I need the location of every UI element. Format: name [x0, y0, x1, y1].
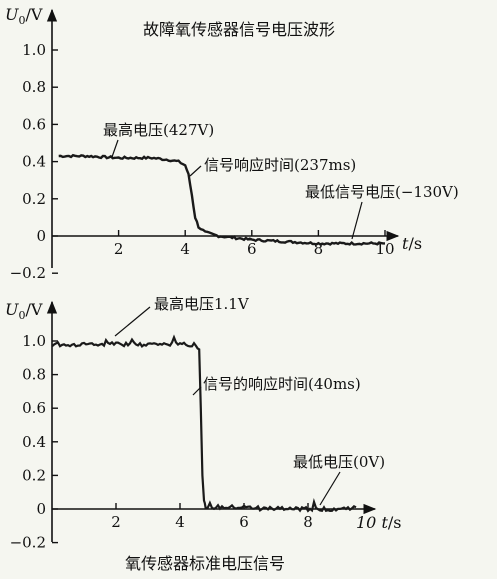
chart-2-annotation-response: 信号的响应时间(40ms): [203, 375, 361, 393]
chart-1-ytick-label: 0.2: [22, 190, 46, 208]
chart-1-xtick-label: 4: [180, 240, 190, 258]
chart-2-annotation-max: 最高电压1.1V: [154, 295, 250, 313]
chart-1-annotation-max: 最高电压(427V): [103, 121, 214, 139]
chart-2-annotation-min: 最低电压(0V): [293, 453, 385, 471]
chart-1-xlabel: t/s: [402, 234, 422, 253]
chart-2-xtick-label: 8: [303, 513, 313, 531]
chart-2-ytick-label: −0.2: [10, 534, 46, 552]
chart-1-title: 故障氧传感器信号电压波形: [143, 20, 335, 39]
chart-2-xtick-label: 6: [239, 513, 249, 531]
chart-1-ytick-label: 0.8: [22, 78, 46, 96]
chart-1-xtick-label: 6: [247, 240, 257, 258]
chart-1-ytick-label: 0.6: [22, 115, 46, 133]
chart-2-ylabel: U0/V: [5, 300, 43, 322]
chart-1-annotation-response-leader: [189, 165, 202, 177]
chart-1-ytick-label: 0.4: [22, 153, 46, 171]
chart-2-annotation-min-leader: [319, 471, 341, 506]
chart-2-xtick-label: 2: [111, 513, 121, 531]
chart-2-ytick-label: 0.6: [22, 399, 46, 417]
chart-2-ytick-label: 0.4: [22, 433, 46, 451]
chart-1-ytick-label: −0.2: [10, 264, 46, 282]
chart-2-ytick-label: 0: [36, 500, 46, 518]
chart-1-xtick-label: 2: [114, 240, 124, 258]
chart-2-ytick-label: 0.8: [22, 366, 46, 384]
chart-1-xtick-label: 8: [314, 240, 324, 258]
chart-2-annotation-max-leader: [114, 306, 151, 337]
chart-1-series-line: [58, 153, 385, 246]
chart-1-ytick-label: 1.0: [22, 41, 46, 59]
chart-2-ytick-label: 0.2: [22, 466, 46, 484]
chart-1: 故障氧传感器信号电压波形 U0/V 1.0 0.8 0.6 0.4 0.2 0 −0.2 2…: [5, 5, 459, 282]
chart-1-annotation-min: 最低信号电压(−130V): [305, 183, 459, 201]
chart-2: U0/V 1.0 0.8 0.6 0.4 0.2 0 −0.2 2 4 6 8 10 t/s 最高…: [5, 295, 401, 573]
chart-1-annotation-min-leader: [351, 201, 363, 240]
chart-1-ylabel: U0/V: [5, 5, 43, 27]
chart-1-ytick-label: 0: [36, 227, 46, 245]
chart-2-ytick-label: 1.0: [22, 332, 46, 350]
chart-1-annotation-max-leader: [111, 139, 119, 158]
chart-1-annotation-response: 信号响应时间(237ms): [204, 156, 356, 174]
chart-2-xtick-label: 4: [175, 513, 185, 531]
chart-1-xtick-label: 10: [375, 240, 394, 258]
chart-2-title: 氧传感器标准电压信号: [125, 554, 285, 573]
chart-2-series-line: [51, 334, 357, 513]
chart-2-xlabel: 10 t/s: [356, 513, 401, 532]
chart-2-annotation-response-leader: [192, 386, 202, 396]
